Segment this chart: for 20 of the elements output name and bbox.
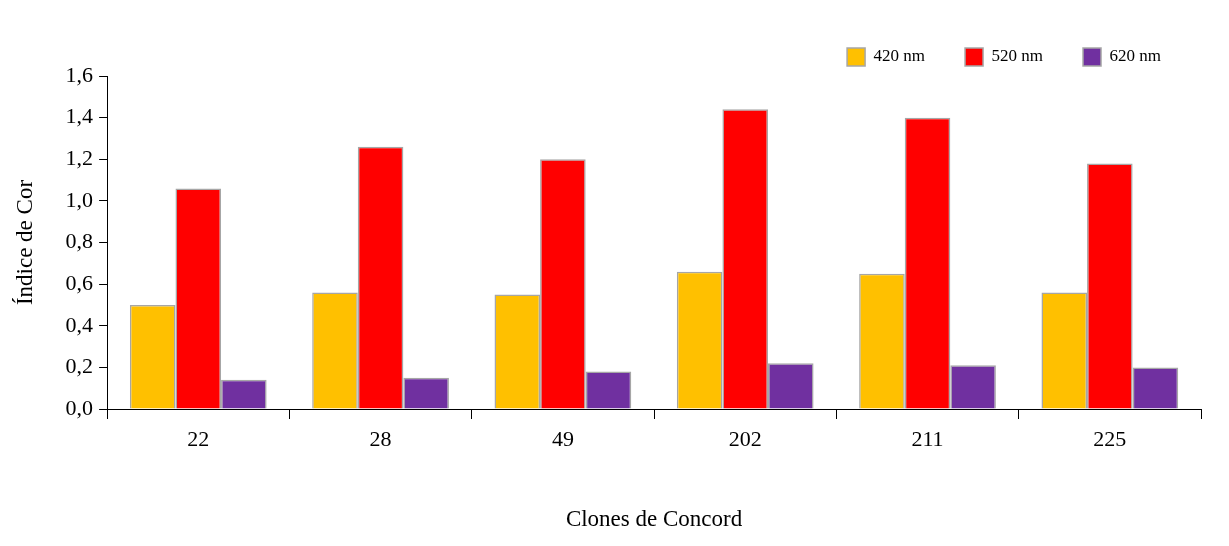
x-tick-label: 225 [1093,425,1127,451]
legend-label: 520 nm [991,46,1044,66]
y-tick-label: 0,6 [65,269,94,295]
y-tick-label: 0,2 [65,353,94,379]
y-tick-label: 1,6 [65,61,94,87]
y-tick-label: 1,0 [65,186,94,212]
y-tick-label: 0,4 [65,311,94,337]
x-tick-label: 202 [728,425,762,451]
x-tick-label: 49 [551,425,574,451]
legend-label: 620 nm [1109,46,1162,66]
y-tick-label: 1,2 [65,145,94,171]
y-tick-label: 0,8 [65,228,94,254]
y-axis-title: Índice de Cor [11,179,37,306]
x-axis-title: Clones de Concord [565,506,743,532]
x-tick-label: 22 [187,425,210,451]
x-tick-label: 28 [369,425,392,451]
y-tick-label: 0,0 [65,394,94,420]
y-tick-label: 1,4 [65,103,94,129]
x-tick-label: 211 [911,425,944,451]
legend-label: 420 nm [873,46,926,66]
